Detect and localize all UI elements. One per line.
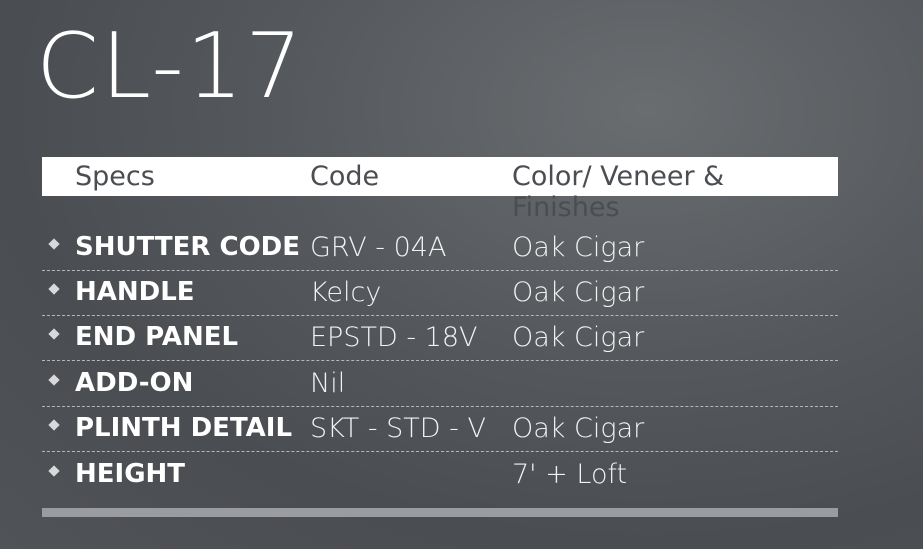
spec-code: Kelcy xyxy=(310,277,382,308)
spec-code: SKT - STD - V xyxy=(310,413,486,444)
row-divider xyxy=(42,360,838,361)
spec-label: END PANEL xyxy=(75,322,239,352)
bullet-icon xyxy=(48,328,60,340)
table-row: ADD-ON Nil xyxy=(42,362,838,407)
bullet-icon xyxy=(48,374,60,386)
spec-code: Nil xyxy=(310,368,346,399)
spec-label: HEIGHT xyxy=(75,459,186,489)
header-specs: Specs xyxy=(75,161,155,192)
bullet-icon xyxy=(48,283,60,295)
spec-color: 7' + Loft xyxy=(512,459,628,490)
row-divider xyxy=(42,406,838,407)
spec-label: HANDLE xyxy=(75,277,195,307)
table-row: HEIGHT 7' + Loft xyxy=(42,453,838,498)
spec-color: Oak Cigar xyxy=(512,232,645,263)
spec-color: Oak Cigar xyxy=(512,413,645,444)
table-row: SHUTTER CODE GRV - 04A Oak Cigar xyxy=(42,226,838,271)
spec-color: Oak Cigar xyxy=(512,322,645,353)
header-code: Code xyxy=(310,161,380,192)
table-header: Specs Code Color/ Veneer & Finishes xyxy=(42,157,838,223)
row-divider xyxy=(42,451,838,452)
bullet-icon xyxy=(48,238,60,250)
spec-label: SHUTTER CODE xyxy=(75,232,301,262)
bullet-icon xyxy=(48,465,60,477)
spec-code: GRV - 04A xyxy=(310,232,447,263)
row-divider xyxy=(42,315,838,316)
table-row: END PANEL EPSTD - 18V Oak Cigar xyxy=(42,316,838,361)
footer-bar xyxy=(42,508,838,517)
spec-label: ADD-ON xyxy=(75,368,194,398)
spec-color: Oak Cigar xyxy=(512,277,645,308)
spec-code: EPSTD - 18V xyxy=(310,322,478,353)
row-divider xyxy=(42,270,838,271)
table-row: PLINTH DETAIL SKT - STD - V Oak Cigar xyxy=(42,407,838,452)
spec-label: PLINTH DETAIL xyxy=(75,413,293,443)
bullet-icon xyxy=(48,419,60,431)
header-color: Color/ Veneer & Finishes xyxy=(512,161,725,223)
product-title: CL-17 xyxy=(36,14,305,119)
table-row: HANDLE Kelcy Oak Cigar xyxy=(42,271,838,316)
